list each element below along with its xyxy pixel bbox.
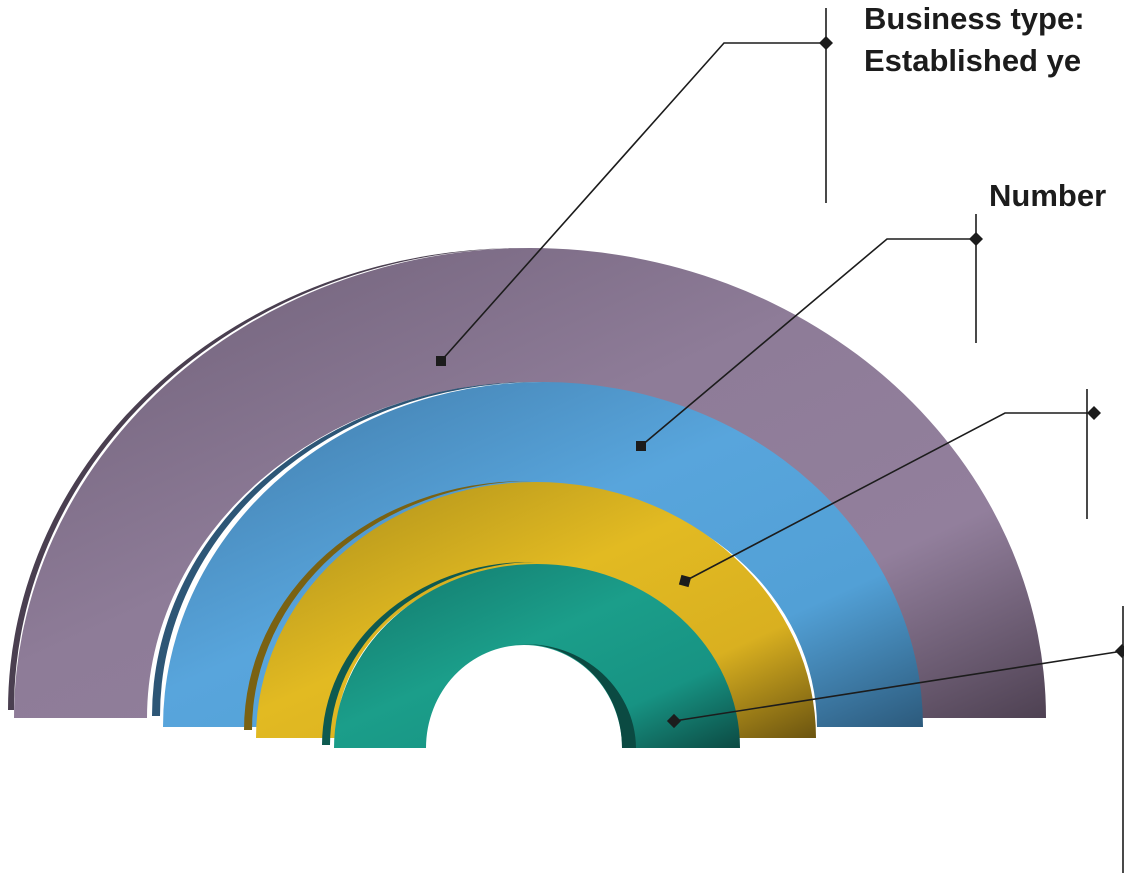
ring-marker-3 (678, 574, 692, 588)
leader-line-1 (440, 42, 826, 362)
inner-ring-face (334, 564, 740, 748)
leader-line-4 (673, 650, 1124, 722)
diamond-marker-2 (969, 232, 983, 246)
leader-line-3 (684, 412, 1087, 582)
third-ring (244, 481, 816, 738)
second-ring (152, 382, 923, 727)
diamond-marker-1 (819, 36, 833, 50)
ring-marker-4 (666, 713, 682, 729)
leader-markers (436, 36, 1124, 729)
ring-marker-2 (636, 441, 646, 451)
ring-marker-1 (436, 356, 446, 366)
inner-ring (322, 562, 740, 748)
established-year-label: Established ye (864, 43, 1082, 78)
diamond-marker-3 (1087, 406, 1101, 420)
second-ring-face (163, 382, 923, 727)
inner-ring-hole-shadow (512, 644, 636, 748)
outer-ring-face (14, 248, 1046, 718)
diamond-marker-4 (1115, 644, 1124, 658)
number-label: Number (989, 178, 1107, 213)
leader-line-2 (640, 238, 976, 447)
business-type-label: Business type: (864, 1, 1085, 36)
third-ring-face (256, 482, 816, 738)
outer-ring (8, 248, 1046, 718)
